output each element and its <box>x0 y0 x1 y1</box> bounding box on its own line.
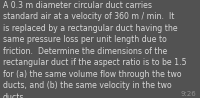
Text: 9:26: 9:26 <box>180 91 196 97</box>
Text: A 0.3 m diameter circular duct carries
standard air at a velocity of 360 m / min: A 0.3 m diameter circular duct carries s… <box>3 1 186 98</box>
